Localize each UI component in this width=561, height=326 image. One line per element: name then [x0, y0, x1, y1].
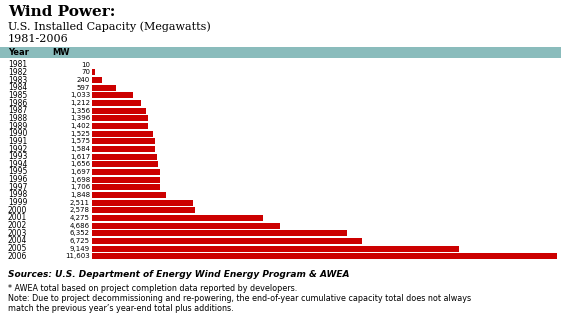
Bar [92, 93, 134, 98]
Text: 1,656: 1,656 [70, 161, 90, 167]
Bar [92, 200, 192, 206]
Text: 1,525: 1,525 [70, 131, 90, 137]
Text: 1,706: 1,706 [70, 184, 90, 190]
Text: MW: MW [52, 48, 70, 57]
Bar [92, 238, 361, 244]
Bar [92, 123, 148, 129]
Text: 1,212: 1,212 [70, 100, 90, 106]
Bar [92, 223, 280, 229]
Text: 1986: 1986 [8, 98, 27, 108]
Text: 2003: 2003 [8, 229, 27, 238]
Text: 1996: 1996 [8, 175, 27, 184]
Bar [92, 192, 166, 198]
Bar [92, 69, 95, 75]
Text: 1,584: 1,584 [70, 146, 90, 152]
Text: 1998: 1998 [8, 190, 27, 200]
Text: 1985: 1985 [8, 91, 27, 100]
Bar [92, 230, 347, 236]
Text: 1999: 1999 [8, 198, 27, 207]
Text: 1981: 1981 [8, 60, 27, 69]
Text: 1,356: 1,356 [70, 108, 90, 114]
Text: 1,033: 1,033 [70, 93, 90, 98]
Text: 1,575: 1,575 [70, 138, 90, 144]
Text: 1990: 1990 [8, 129, 27, 138]
Text: 2,578: 2,578 [70, 207, 90, 213]
Text: 2004: 2004 [8, 236, 27, 245]
Text: 2005: 2005 [8, 244, 27, 253]
Text: 1,848: 1,848 [70, 192, 90, 198]
Text: 9,149: 9,149 [70, 245, 90, 252]
Text: 2000: 2000 [8, 206, 27, 215]
Bar [92, 85, 116, 91]
Bar [92, 215, 263, 221]
Text: 1994: 1994 [8, 160, 27, 169]
Text: 1995: 1995 [8, 168, 27, 176]
Text: 2006: 2006 [8, 252, 27, 261]
Text: 1991: 1991 [8, 137, 27, 146]
Text: 1,396: 1,396 [70, 115, 90, 121]
Bar [92, 169, 160, 175]
Text: 1987: 1987 [8, 106, 27, 115]
Bar [92, 161, 158, 167]
Text: 10: 10 [81, 62, 90, 68]
Text: 4,275: 4,275 [70, 215, 90, 221]
Text: U.S. Installed Capacity (Megawatts): U.S. Installed Capacity (Megawatts) [8, 21, 211, 32]
Bar [92, 138, 155, 144]
Text: 1,698: 1,698 [70, 177, 90, 183]
Bar [92, 146, 155, 152]
Text: 1989: 1989 [8, 122, 27, 130]
Bar [92, 184, 160, 190]
Text: 1982: 1982 [8, 68, 27, 77]
Text: 2,511: 2,511 [70, 200, 90, 206]
Text: 4,686: 4,686 [70, 223, 90, 229]
Text: 1988: 1988 [8, 114, 27, 123]
Text: 1,617: 1,617 [70, 154, 90, 160]
Bar [92, 108, 146, 114]
Text: 1983: 1983 [8, 76, 27, 85]
Bar [92, 253, 557, 259]
Bar [92, 131, 153, 137]
Bar [92, 100, 141, 106]
Text: 2002: 2002 [8, 221, 27, 230]
Text: match the previous year’s year-end total plus additions.: match the previous year’s year-end total… [8, 304, 233, 313]
Text: 1,402: 1,402 [70, 123, 90, 129]
Text: 6,725: 6,725 [70, 238, 90, 244]
Bar [0, 47, 561, 58]
Text: 11,603: 11,603 [65, 253, 90, 259]
Text: 6,352: 6,352 [70, 230, 90, 236]
Bar [92, 115, 148, 121]
Text: 2001: 2001 [8, 214, 27, 222]
Text: 1984: 1984 [8, 83, 27, 92]
Text: 597: 597 [77, 85, 90, 91]
Text: * AWEA total based on project completion data reported by developers.: * AWEA total based on project completion… [8, 284, 297, 293]
Bar [92, 245, 459, 251]
Text: 1981-2006: 1981-2006 [8, 34, 69, 44]
Bar [92, 154, 157, 160]
Bar [92, 77, 102, 83]
Text: Wind Power:: Wind Power: [8, 5, 116, 19]
Text: 1993: 1993 [8, 152, 27, 161]
Text: Sources: U.S. Department of Energy Wind Energy Program & AWEA: Sources: U.S. Department of Energy Wind … [8, 270, 350, 279]
Bar [92, 207, 195, 213]
Text: 70: 70 [81, 69, 90, 76]
Text: Note: Due to project decommissioning and re-powering, the end-of-year cumulative: Note: Due to project decommissioning and… [8, 294, 471, 303]
Text: Year: Year [8, 48, 29, 57]
Text: 1992: 1992 [8, 144, 27, 154]
Text: 240: 240 [77, 77, 90, 83]
Text: 1997: 1997 [8, 183, 27, 192]
Bar [92, 177, 160, 183]
Text: 1,697: 1,697 [70, 169, 90, 175]
